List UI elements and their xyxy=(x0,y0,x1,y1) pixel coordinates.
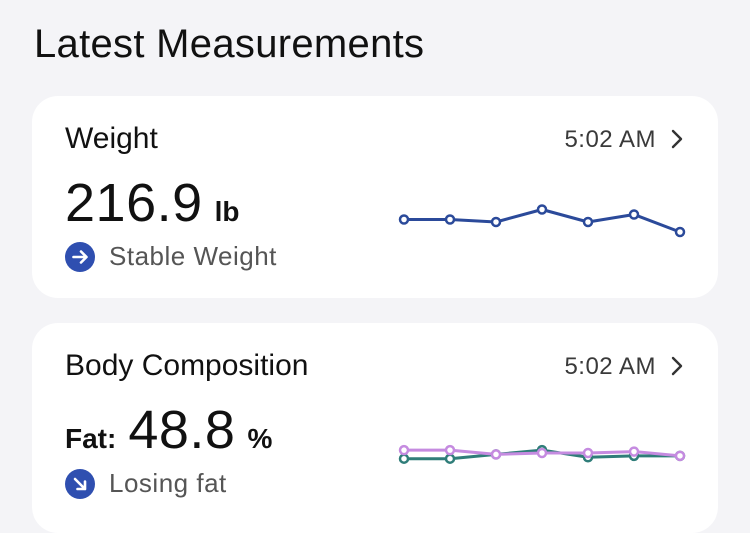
fat-value-row: Fat: 48.8 % xyxy=(65,399,272,461)
fat-trend-b-point xyxy=(674,450,686,462)
weight-time: 5:02 AM xyxy=(564,126,656,153)
fat-trend-b-point xyxy=(490,449,502,460)
fat-unit: % xyxy=(247,423,273,454)
weight-trend-point xyxy=(444,214,456,225)
weight-value: 216.9 xyxy=(65,173,203,233)
fat-value: 48.8 xyxy=(128,400,236,460)
chevron-right-icon[interactable] xyxy=(666,355,688,377)
weight-trend-point xyxy=(490,216,502,228)
weight-trend-point xyxy=(582,216,594,228)
weight-card[interactable]: Weight 5:02 AM 216.9 lb Stable Weight xyxy=(32,96,718,298)
fat-trend-b-point xyxy=(398,444,410,456)
body-sparkline xyxy=(398,444,686,464)
fat-trend-b-point xyxy=(582,447,594,459)
arrow-right-icon xyxy=(65,241,95,272)
weight-value-row: 216.9 lb xyxy=(65,172,240,234)
fat-label: Fat: xyxy=(65,423,117,454)
fat-status: Losing fat xyxy=(65,468,227,499)
fat-trend-b-point xyxy=(628,446,640,457)
fat-trend-b-point xyxy=(444,444,456,456)
weight-trend-point xyxy=(398,214,410,225)
weight-trend-point xyxy=(628,209,640,220)
weight-trend-point xyxy=(674,226,686,238)
fat-trend-a-point xyxy=(398,453,410,464)
weight-title: Weight xyxy=(65,122,158,155)
weight-sparkline xyxy=(398,204,686,238)
body-title: Body Composition xyxy=(65,349,309,382)
fat-trend-a-point xyxy=(444,453,456,464)
fat-trend-b-point xyxy=(536,447,548,459)
page-title: Latest Measurements xyxy=(34,22,425,66)
chevron-right-icon[interactable] xyxy=(666,128,688,150)
arrow-down-right-icon xyxy=(65,468,95,499)
weight-unit: lb xyxy=(214,196,240,227)
weight-status: Stable Weight xyxy=(65,241,277,272)
weight-status-text: Stable Weight xyxy=(109,241,277,271)
weight-trend-point xyxy=(536,204,548,215)
body-time: 5:02 AM xyxy=(564,353,656,380)
body-composition-card[interactable]: Body Composition 5:02 AM Fat: 48.8 % Los… xyxy=(32,323,718,533)
fat-status-text: Losing fat xyxy=(109,468,227,498)
